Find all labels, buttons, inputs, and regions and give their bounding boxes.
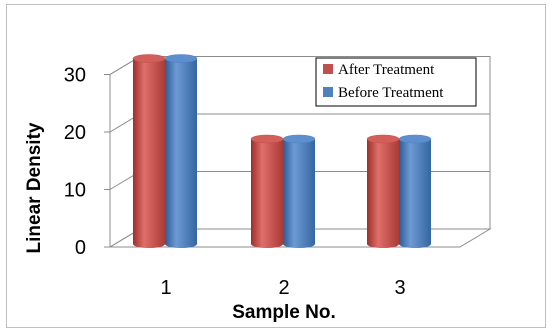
legend-label: After Treatment	[338, 62, 435, 78]
bar-body	[165, 58, 197, 248]
bar	[250, 134, 284, 248]
x-tick-label: 2	[278, 277, 289, 299]
bar-top	[132, 54, 166, 63]
y-tick-label: 20	[64, 122, 86, 144]
bar-top	[164, 54, 198, 63]
bars	[132, 54, 432, 248]
x-tick-label: 3	[394, 277, 405, 299]
bar	[366, 134, 400, 248]
y-axis-title: Linear Density	[24, 122, 45, 253]
bar-top	[250, 134, 284, 144]
bar-body	[133, 58, 165, 248]
y-tick-label: 0	[75, 237, 86, 259]
bar-body	[399, 139, 431, 248]
legend: After Treatment Before Treatment	[315, 57, 477, 107]
x-axis-title: Sample No.	[232, 302, 335, 323]
y-axis-ticks: 0 10 20 30	[64, 65, 110, 259]
x-axis-ticks: 1 2 3	[160, 277, 405, 299]
bar	[132, 54, 166, 248]
bar-top	[366, 134, 400, 144]
bar-top	[282, 134, 316, 144]
y-tick-label: 30	[64, 65, 86, 87]
bar	[164, 54, 198, 248]
bar-body	[283, 139, 315, 248]
legend-label: Before Treatment	[338, 85, 444, 101]
y-tick-label: 10	[64, 180, 86, 202]
legend-swatch	[323, 87, 333, 97]
bar-top	[398, 134, 432, 144]
x-tick-label: 1	[160, 277, 171, 299]
bar-body	[251, 139, 283, 248]
legend-swatch	[323, 64, 333, 74]
bar	[282, 134, 316, 248]
legend-box	[315, 57, 477, 107]
bar	[398, 134, 432, 248]
bar-body	[367, 139, 399, 248]
